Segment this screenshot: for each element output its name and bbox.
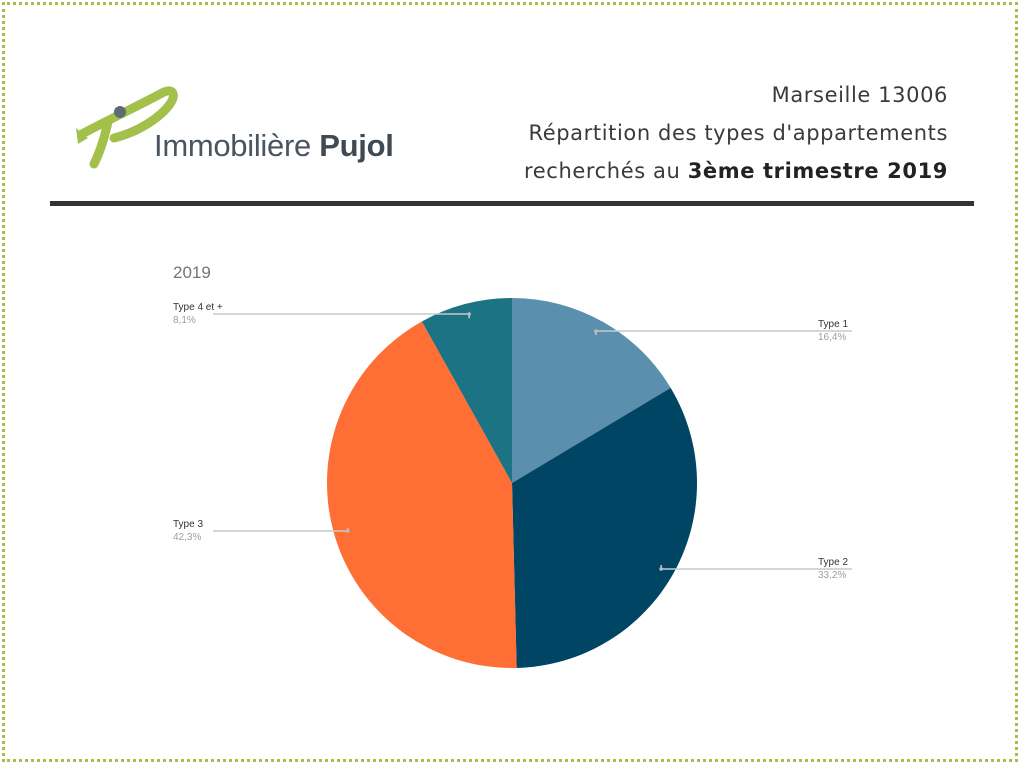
brand-name-light: Immobilière: [154, 128, 311, 163]
brand-name-bold: Pujol: [319, 128, 394, 163]
brand-logo: Immobilière Pujol: [74, 82, 404, 174]
chart-title: 2019: [173, 263, 211, 282]
header-period-bold: 3ème trimestre 2019: [687, 159, 948, 183]
pie-label: Type 3 42,3%: [173, 518, 203, 544]
header-divider: [50, 201, 974, 206]
pie-label: Type 2 33,2%: [818, 556, 848, 582]
pie-label-value: 42,3%: [173, 532, 202, 543]
leader-dot: [659, 567, 663, 571]
pie-label-name: Type 2: [818, 557, 849, 568]
header-subtitle: Répartition des types d'appartements: [528, 121, 948, 145]
pie-label-name: Type 3: [173, 519, 204, 530]
pie-label: Type 1 16,4%: [818, 318, 848, 344]
pie-label-value: 16,4%: [818, 332, 847, 343]
header-period-prefix: recherchés au: [524, 159, 688, 183]
header-period: recherchés au 3ème trimestre 2019: [524, 152, 948, 190]
pie-label-name: Type 1: [818, 319, 849, 330]
leader-dot: [594, 329, 598, 333]
header-location: Marseille 13006: [771, 83, 948, 107]
pie-slice-type-2: [512, 387, 698, 668]
pie-slice-type-1: [512, 298, 671, 483]
pie-slice-type-4-et: [421, 298, 512, 483]
fish-logo-icon: [76, 86, 178, 169]
pie-slice-type-3: [326, 321, 517, 668]
leader-dot: [346, 529, 350, 533]
leader-line: [595, 330, 852, 335]
leader-line: [213, 527, 349, 532]
pie-label: Type 4 et + 8,1%: [173, 301, 223, 327]
pie-label-name: Type 4 et +: [173, 302, 223, 313]
header-block: Marseille 13006 Répartition des types d'…: [524, 76, 948, 190]
pie-label-value: 8,1%: [173, 315, 196, 326]
pie-label-value: 33,2%: [818, 570, 847, 581]
leader-dot: [467, 312, 471, 316]
brand-name: Immobilière Pujol: [154, 130, 394, 161]
